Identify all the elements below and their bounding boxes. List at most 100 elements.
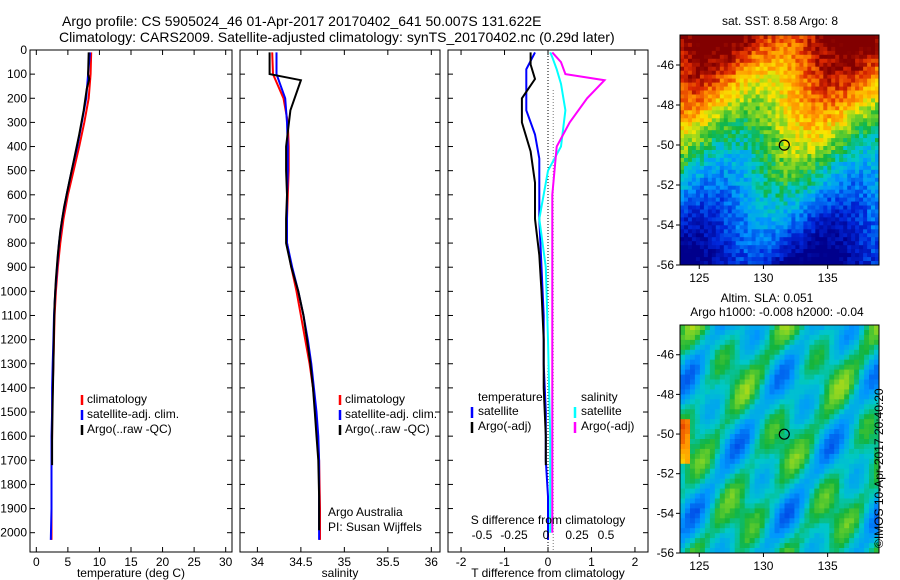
map-cell xyxy=(680,404,686,410)
map-cell xyxy=(814,488,820,495)
map-cell xyxy=(699,142,705,147)
map-cell xyxy=(734,424,741,430)
map-cell xyxy=(779,513,785,519)
map-cell xyxy=(864,334,870,341)
map-cell xyxy=(863,213,868,218)
map-cell xyxy=(759,458,766,465)
map-cell xyxy=(875,173,880,179)
map-cell xyxy=(863,39,868,44)
map-cell xyxy=(839,102,844,107)
map-cell xyxy=(709,493,716,499)
map-cell xyxy=(799,189,804,195)
map-cell xyxy=(875,185,880,191)
map-cell xyxy=(734,463,741,470)
map-cell xyxy=(715,98,721,103)
map-cell xyxy=(814,434,820,440)
map-cell xyxy=(847,86,852,92)
map-cell xyxy=(680,453,686,460)
map-cell xyxy=(815,54,820,60)
map-cell xyxy=(691,249,697,254)
map-cell xyxy=(851,205,856,210)
map-cell xyxy=(739,130,745,135)
map-cell xyxy=(715,122,721,127)
map-cell xyxy=(743,205,749,210)
map-cell xyxy=(807,110,812,115)
map-cell xyxy=(867,46,872,52)
map-cell xyxy=(704,414,711,420)
map-cell xyxy=(763,201,769,207)
map-cell xyxy=(711,213,717,218)
map-cell xyxy=(735,253,741,258)
map-cell xyxy=(799,146,804,151)
map-cell xyxy=(847,114,852,119)
map-cell xyxy=(739,46,745,52)
map-cell xyxy=(691,42,697,48)
map-cell xyxy=(823,177,828,183)
map-cell xyxy=(819,39,824,44)
map-cell xyxy=(719,483,726,490)
map-cell xyxy=(795,46,800,52)
map-cell xyxy=(839,35,844,40)
map-cell xyxy=(751,257,757,262)
map-cell xyxy=(775,233,780,238)
map-cell xyxy=(827,39,832,44)
map-cell xyxy=(829,508,835,514)
map-cell xyxy=(703,197,709,203)
map-cell xyxy=(799,58,804,64)
map-cell xyxy=(695,130,701,135)
map-cell xyxy=(739,493,746,499)
map-cell xyxy=(859,169,864,175)
map-cell xyxy=(695,169,701,175)
map-cell xyxy=(739,142,745,147)
map-cell xyxy=(735,221,741,226)
map-cell xyxy=(794,399,800,405)
map-cell xyxy=(815,205,820,210)
map-cell xyxy=(767,66,773,72)
map-cell xyxy=(843,233,848,238)
map-cell xyxy=(807,138,812,143)
map-cell xyxy=(684,249,689,254)
map-cell xyxy=(714,389,721,395)
map-cell xyxy=(703,157,709,163)
map-cell xyxy=(799,82,804,88)
map-cell xyxy=(779,359,785,366)
map-cell xyxy=(794,478,800,485)
map-cell xyxy=(731,233,737,238)
map-cell xyxy=(843,66,848,72)
map-cell xyxy=(691,114,697,119)
map-cell xyxy=(851,213,856,218)
map-cell xyxy=(791,126,796,131)
map-cell xyxy=(680,429,686,435)
map-cell xyxy=(759,157,765,163)
map-cell xyxy=(799,50,804,56)
map-cell xyxy=(707,181,713,187)
map-cell xyxy=(747,245,753,250)
map-cell xyxy=(854,528,860,534)
map-cell xyxy=(849,325,855,331)
map-cell xyxy=(719,130,725,135)
map-cell xyxy=(703,217,709,222)
map-cell xyxy=(807,245,812,250)
map-cell xyxy=(727,39,733,44)
map-cell xyxy=(847,177,852,183)
map-cell xyxy=(735,106,741,111)
map-cell xyxy=(859,374,865,381)
x-tick-label-difference: 0 xyxy=(545,555,552,569)
map-cell xyxy=(824,503,830,509)
map-cell xyxy=(763,209,769,214)
map-cell xyxy=(755,157,761,163)
map-cell xyxy=(775,98,780,103)
map-cell xyxy=(779,493,785,499)
map-cell xyxy=(819,429,825,435)
map-cell xyxy=(749,404,756,410)
map-cell xyxy=(791,110,796,115)
map-cell xyxy=(699,225,705,230)
map-cell xyxy=(784,424,790,430)
map-cell xyxy=(769,453,775,460)
map-cell xyxy=(804,508,810,514)
map-cell xyxy=(715,62,721,68)
map-cell xyxy=(779,249,784,254)
map-cell xyxy=(751,189,757,195)
map-cell xyxy=(829,518,835,524)
map-cell xyxy=(824,439,830,445)
